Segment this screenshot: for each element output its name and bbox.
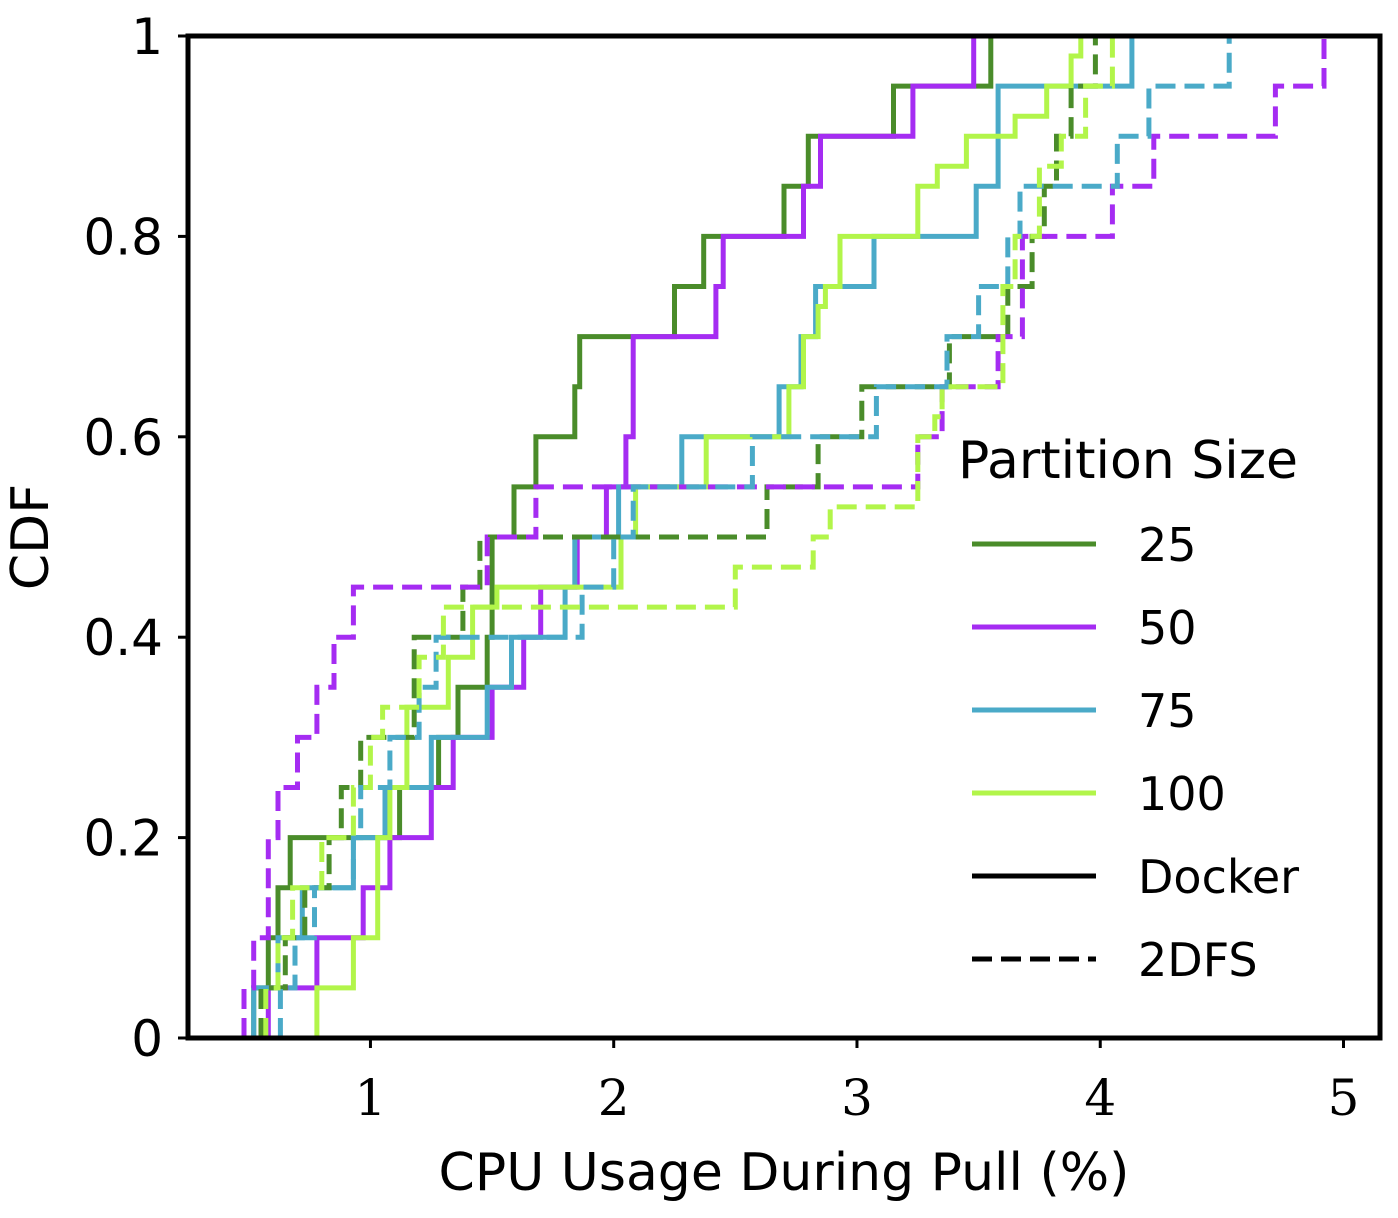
- y-tick-label: 0.4: [83, 609, 163, 667]
- x-tick-label: 1: [355, 1069, 387, 1127]
- legend-title: Partition Size: [958, 431, 1298, 491]
- y-tick-label: 0.2: [83, 810, 163, 868]
- y-tick-label: 0.8: [83, 208, 163, 266]
- legend-entries: 25 50 75 100 Docker 2DFS: [972, 518, 1299, 987]
- y-axis-label: CDF: [1, 484, 61, 590]
- y-tick-label: 0: [131, 1010, 163, 1068]
- series-75-2dfs: [277, 36, 1232, 1038]
- series-25-2dfs: [258, 33, 1149, 1038]
- legend-label-2dfs: 2DFS: [1138, 933, 1258, 987]
- ticks-layer: 1 2 3 4 500.20.40.60.81: [83, 8, 1359, 1127]
- series-100-docker: [314, 33, 1093, 1038]
- series-layer: [241, 33, 1327, 1038]
- x-tick-label: 3: [841, 1069, 873, 1127]
- plot-frame: [185, 33, 1383, 1041]
- legend-label-75: 75: [1138, 684, 1197, 738]
- legend-label-docker: Docker: [1138, 850, 1299, 904]
- y-tick-label: 1: [131, 8, 163, 66]
- series-25-docker: [251, 36, 994, 1038]
- legend-label-25: 25: [1138, 518, 1197, 572]
- y-tick-label: 0.6: [83, 409, 163, 467]
- legend-label-100: 100: [1138, 767, 1226, 821]
- x-tick-label: 2: [598, 1069, 630, 1127]
- legend: Partition Size 25 50 75 100 Docker 2DFS: [958, 431, 1299, 987]
- x-tick-label: 4: [1084, 1069, 1116, 1127]
- series-100-2dfs: [263, 36, 1115, 1038]
- x-axis-label: CPU Usage During Pull (%): [439, 1143, 1130, 1203]
- x-tick-label: 5: [1328, 1069, 1360, 1127]
- legend-label-50: 50: [1138, 601, 1197, 655]
